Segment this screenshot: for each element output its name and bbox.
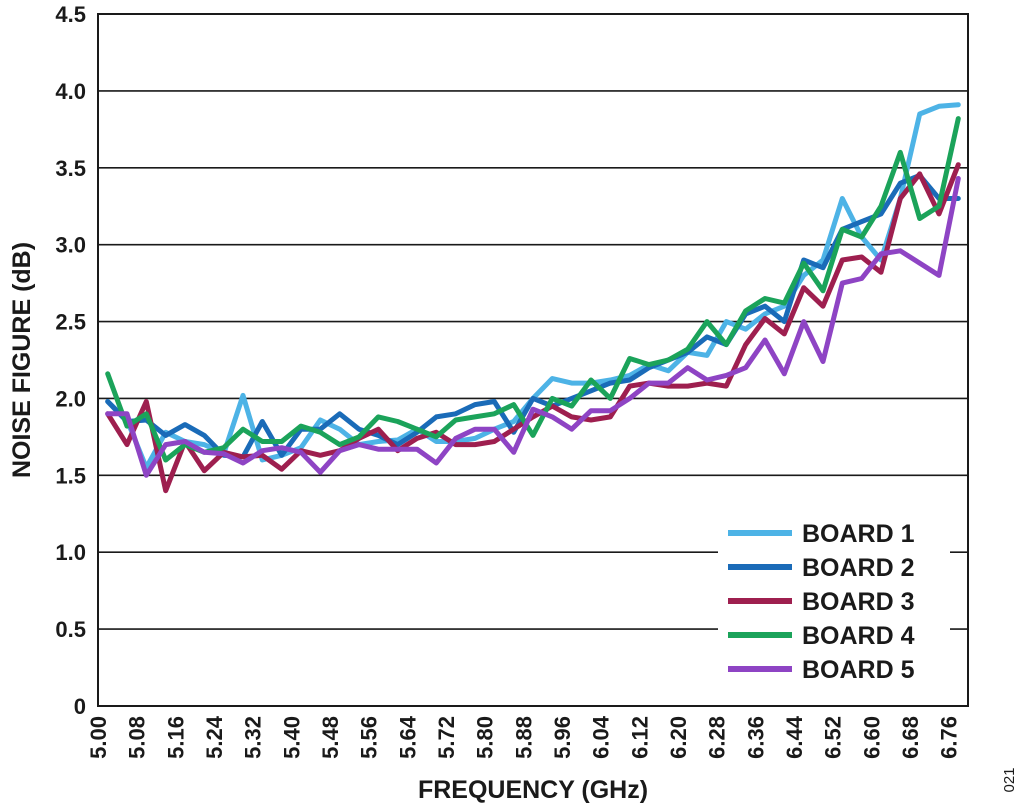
x-tick-label: 6.04 (589, 715, 614, 759)
x-tick-labels: 5.00 5.08 5.16 5.24 5.32 5.40 5.48 5.56 5.64 5.72… (86, 715, 962, 759)
y-tick-label: 3.5 (55, 156, 86, 181)
series-line-board-4 (105, 116, 961, 463)
legend-label: BOARD 2 (802, 554, 915, 582)
series-line-board-5 (105, 176, 961, 478)
y-tick-label: 0.5 (55, 617, 86, 642)
x-tick-label: 5.08 (125, 716, 150, 759)
x-tick-label: 5.00 (86, 716, 111, 759)
y-tick-label: 4.0 (55, 79, 86, 104)
x-axis-title: FREQUENCY (GHz) (418, 776, 648, 804)
x-tick-label: 6.76 (937, 716, 962, 759)
x-tick-label: 5.40 (279, 716, 304, 759)
x-tick-label: 5.56 (357, 716, 382, 759)
plot-frame (97, 13, 969, 707)
y-tick-label: 4.5 (55, 2, 86, 27)
x-tick-label: 5.72 (434, 716, 459, 759)
legend-label: BOARD 5 (802, 656, 915, 684)
y-tick-labels: 0 0.5 1.0 1.5 2.0 2.5 3.0 3.5 4.0 4.5 (55, 2, 86, 719)
y-tick-label: 1.5 (55, 463, 86, 488)
x-tick-label: 6.20 (666, 716, 691, 759)
x-tick-label: 6.44 (782, 715, 807, 759)
y-tick-label: 2.0 (55, 386, 86, 411)
y-tick-label: 0 (74, 694, 86, 719)
y-tick-label: 3.0 (55, 233, 86, 258)
series-lines (105, 102, 961, 494)
x-tick-label: 6.60 (859, 716, 884, 759)
x-tick-label: 6.52 (821, 716, 846, 759)
x-tick-label: 5.48 (318, 716, 343, 759)
x-tick-label: 5.24 (202, 715, 227, 759)
figure-id: 021 (1001, 767, 1018, 792)
x-tick-label: 5.80 (473, 716, 498, 759)
x-tick-label: 5.32 (241, 716, 266, 759)
x-tick-label: 6.36 (743, 716, 768, 759)
legend: BOARD 1 BOARD 2 BOARD 3 BOARD 4 BOARD 5 (718, 514, 950, 686)
x-tick-label: 5.88 (511, 716, 536, 759)
x-tick-label: 6.28 (705, 716, 730, 759)
y-tick-label: 1.0 (55, 540, 86, 565)
x-tick-label: 6.68 (898, 716, 923, 759)
x-tick-label: 6.12 (627, 716, 652, 759)
y-axis-title: NOISE FIGURE (dB) (8, 242, 36, 478)
x-tick-label: 5.16 (163, 716, 188, 759)
legend-label: BOARD 4 (802, 622, 915, 650)
y-tick-label: 2.5 (55, 310, 86, 335)
x-tick-label: 5.64 (395, 715, 420, 759)
x-tick-label: 5.96 (550, 716, 575, 759)
legend-label: BOARD 3 (802, 588, 915, 616)
legend-label: BOARD 1 (802, 520, 915, 548)
series-line-board-2 (105, 173, 961, 460)
